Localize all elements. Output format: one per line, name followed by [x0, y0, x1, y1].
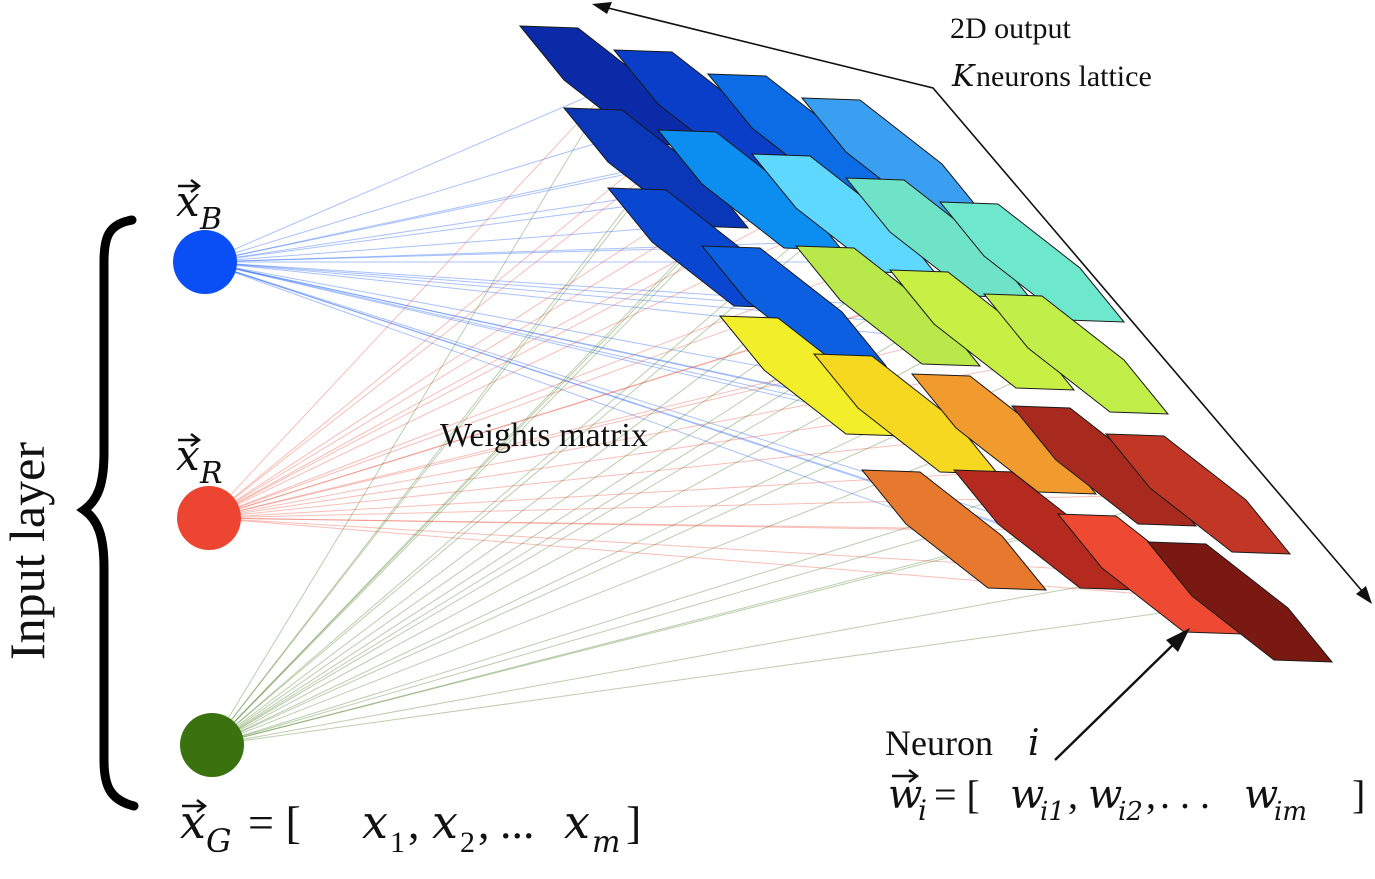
- lattice-extent-arrow: [592, 2, 1372, 604]
- weight-line: [211, 573, 1151, 746]
- svg-text:,: ,: [1068, 772, 1078, 817]
- weight-line: [208, 85, 613, 519]
- svg-text:,: ,: [408, 797, 420, 848]
- weight-line: [211, 601, 1241, 746]
- svg-text:1: 1: [390, 826, 405, 859]
- weight-line: [208, 375, 813, 519]
- weight-line: [211, 157, 895, 746]
- input-node-green: [180, 713, 244, 777]
- weight-line: [204, 85, 613, 263]
- svg-text:x: x: [362, 795, 388, 849]
- weight-line: [204, 261, 1151, 575]
- input-node-blue: [173, 230, 237, 294]
- weight-line: [211, 413, 907, 746]
- svg-text:m: m: [592, 825, 620, 860]
- svg-text:K: K: [951, 59, 976, 94]
- weight-line: [208, 109, 707, 519]
- input-layer-brace: [76, 215, 139, 811]
- weight-line: [208, 517, 955, 531]
- weight-line: [211, 109, 707, 746]
- weight-line: [208, 167, 657, 519]
- svg-text:]: ]: [626, 797, 641, 848]
- svg-text:Neuron: Neuron: [885, 723, 993, 763]
- svg-text:x: x: [432, 795, 458, 849]
- svg-text:i: i: [918, 794, 927, 827]
- lattice-neuron-r2-c3: [888, 269, 1076, 391]
- svg-text:i: i: [1028, 723, 1040, 764]
- svg-text:G: G: [206, 822, 232, 860]
- lattice-neuron-r1-c4: [938, 201, 1126, 323]
- lattice-neuron-r2-c2: [794, 245, 982, 367]
- svg-text:]: ]: [1352, 772, 1365, 817]
- weight-line: [211, 85, 613, 746]
- weight-line: [208, 237, 939, 519]
- svg-text:x: x: [564, 795, 590, 849]
- svg-text:= [: = [: [248, 797, 301, 848]
- svg-text:w: w: [888, 772, 922, 818]
- weight-line: [211, 529, 1047, 746]
- weight-line: [204, 261, 813, 377]
- output-lattice: [518, 25, 1334, 663]
- input-label-r: x R: [176, 431, 223, 491]
- weight-line: [211, 375, 813, 746]
- output-label-line2: K neurons lattice: [951, 59, 1152, 94]
- svg-text:R: R: [199, 456, 223, 491]
- lattice-neuron-r1-c0: [562, 107, 750, 229]
- svg-text:...: ...: [500, 797, 535, 848]
- svg-text:B: B: [199, 202, 222, 237]
- weight-line: [208, 247, 701, 519]
- weight-line: [208, 517, 1047, 531]
- input-vector-label: x G = [ x 1 , x 2 , ... x m ]: [180, 795, 641, 860]
- weight-line: [211, 305, 795, 746]
- output-label-line1: 2D output: [950, 12, 1072, 45]
- svg-text:w: w: [1088, 772, 1122, 818]
- neuron-pointer-arrow: [1054, 628, 1190, 761]
- weight-line: [211, 247, 701, 746]
- weights-matrix-label: Weights matrix: [440, 417, 648, 454]
- neuron-label: Neuron i: [885, 723, 1040, 764]
- lattice-neuron-r2-c4: [982, 293, 1170, 415]
- weight-line: [204, 247, 701, 263]
- svg-text:i1: i1: [1040, 797, 1065, 827]
- svg-text:w: w: [1244, 772, 1278, 818]
- input-label-b: x B: [176, 177, 222, 237]
- svg-text:2: 2: [460, 826, 475, 859]
- weight-line: [208, 413, 907, 519]
- lattice-neuron-r2-c1: [700, 245, 888, 367]
- input-node-red: [177, 486, 241, 550]
- lattice-neuron-r3-c2: [910, 373, 1098, 495]
- lattice-neuron-r4-c0: [860, 469, 1048, 591]
- svg-text:= [: = [: [934, 772, 980, 817]
- svg-text:. . .: . . .: [1160, 772, 1210, 817]
- svg-text:,: ,: [478, 797, 490, 848]
- weight-line: [211, 189, 751, 746]
- weight-line: [204, 167, 657, 263]
- weight-line: [204, 261, 983, 331]
- input-layer-label: Input layer: [0, 442, 55, 660]
- svg-text:,: ,: [1146, 772, 1156, 817]
- weight-line: [211, 529, 955, 746]
- lattice-neuron-r3-c3: [1010, 405, 1198, 527]
- weight-line: [204, 261, 795, 307]
- lattice-neuron-r3-c4: [1104, 433, 1292, 555]
- weight-line: [211, 433, 1005, 746]
- svg-text:i2: i2: [1118, 797, 1143, 827]
- svg-text:w: w: [1010, 772, 1044, 818]
- weight-line: [211, 167, 657, 746]
- lattice-neuron-r4-c3: [1146, 541, 1334, 663]
- weight-line: [204, 261, 955, 531]
- weight-vector-label: w i = [ w i1 , w i2 , . . . w im ]: [888, 769, 1365, 827]
- svg-text:neurons lattice: neurons lattice: [976, 60, 1152, 93]
- weight-line: [208, 433, 1005, 519]
- weight-line: [208, 517, 1241, 603]
- weight-line: [208, 305, 795, 519]
- weight-line: [208, 465, 1105, 519]
- svg-text:im: im: [1274, 797, 1307, 827]
